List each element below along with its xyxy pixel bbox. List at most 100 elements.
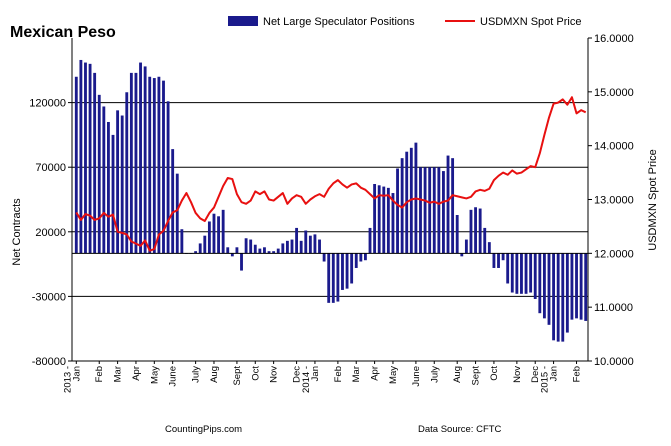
left-tick-label: 20000 xyxy=(35,227,66,239)
position-bar xyxy=(561,253,565,342)
x-month-label: July xyxy=(429,366,440,383)
x-month-label: Sept xyxy=(232,366,243,386)
position-bar xyxy=(217,216,220,254)
position-bar xyxy=(74,76,78,254)
x-month-label: Jan xyxy=(310,366,321,381)
position-bar xyxy=(166,101,170,254)
x-month-label: Apr xyxy=(370,366,381,381)
position-bar xyxy=(377,185,381,254)
position-bar xyxy=(88,63,92,254)
position-bar xyxy=(556,253,560,342)
position-bar xyxy=(152,78,156,254)
position-bar xyxy=(331,253,335,303)
position-bar xyxy=(272,251,276,254)
position-bar xyxy=(79,59,83,254)
position-bar xyxy=(396,168,399,254)
position-bar xyxy=(290,239,294,254)
position-bar xyxy=(542,253,546,319)
x-month-label: July xyxy=(191,366,202,383)
position-bar xyxy=(207,221,211,254)
right-axis-title: USDMXN Spot Price xyxy=(647,149,659,250)
position-bar xyxy=(139,62,142,254)
position-bar xyxy=(391,193,395,254)
position-bar xyxy=(428,167,432,254)
legend-bar-label: Net Large Speculator Positions xyxy=(263,16,415,28)
position-bar xyxy=(240,253,243,271)
position-bar xyxy=(93,72,97,254)
position-bar xyxy=(162,80,165,254)
x-month-label: Nov xyxy=(269,366,280,383)
position-bar xyxy=(341,253,344,290)
position-bar xyxy=(547,253,551,325)
position-bar xyxy=(157,76,161,254)
x-year-label: 2015 - xyxy=(540,366,551,393)
position-bar xyxy=(469,209,473,254)
position-bar xyxy=(442,171,445,254)
position-bar xyxy=(175,173,179,254)
position-bar xyxy=(258,248,262,254)
position-bar xyxy=(84,62,87,254)
position-bar xyxy=(423,167,427,254)
footer-data-source: Data Source: CFTC xyxy=(418,424,502,435)
position-bar xyxy=(148,76,152,254)
position-bar xyxy=(221,209,225,254)
x-month-label: June xyxy=(168,366,179,387)
position-bar xyxy=(180,229,184,254)
position-bar xyxy=(524,253,528,294)
position-bar xyxy=(492,253,496,268)
position-bar xyxy=(584,253,588,321)
position-bar xyxy=(368,227,372,254)
position-bar xyxy=(510,253,514,293)
position-bar xyxy=(497,253,500,268)
chart-title: Mexican Peso xyxy=(10,24,116,41)
right-tick-label: 14.0000 xyxy=(594,141,634,153)
position-bar xyxy=(129,72,133,254)
position-bar xyxy=(198,243,202,254)
position-bar xyxy=(322,253,326,262)
x-month-label: Dec xyxy=(530,366,541,383)
position-bar xyxy=(501,253,505,261)
position-bar xyxy=(437,167,441,254)
x-year-label: 2013 - xyxy=(62,366,73,393)
left-tick-label: 120000 xyxy=(29,98,66,110)
position-bar xyxy=(171,149,175,254)
legend-bar-swatch xyxy=(228,16,258,26)
position-bar xyxy=(354,253,358,268)
position-bar xyxy=(134,72,138,254)
x-month-label: Sept xyxy=(471,366,482,386)
position-bar xyxy=(520,253,523,294)
x-month-label: Feb xyxy=(94,366,105,382)
position-bar xyxy=(120,115,124,254)
position-bar xyxy=(419,167,422,254)
position-bar xyxy=(400,158,404,254)
x-month-label: May xyxy=(388,366,399,384)
position-bar xyxy=(529,253,533,293)
position-bar xyxy=(244,238,248,254)
position-bar xyxy=(226,247,230,254)
x-month-label: Feb xyxy=(572,366,583,382)
x-month-label: Aug xyxy=(209,366,220,383)
left-tick-label: 70000 xyxy=(35,162,66,174)
position-bar xyxy=(364,253,367,261)
left-axis-title: Net Contracts xyxy=(11,198,23,266)
position-bar xyxy=(304,230,308,254)
position-bar xyxy=(336,253,340,302)
position-bar xyxy=(432,167,436,254)
position-bar xyxy=(460,253,464,257)
position-bar xyxy=(455,215,459,254)
position-bar xyxy=(263,247,266,254)
position-bar xyxy=(107,121,110,254)
position-bar xyxy=(102,106,106,254)
x-month-label: Jan xyxy=(71,366,82,381)
left-tick-label: -30000 xyxy=(32,291,66,303)
right-tick-label: 10.0000 xyxy=(594,356,634,368)
position-bar xyxy=(281,243,285,254)
position-bar xyxy=(487,242,491,254)
position-bar xyxy=(565,253,569,333)
position-bar xyxy=(125,92,129,254)
x-month-label: Oct xyxy=(250,366,261,381)
position-bar xyxy=(116,110,120,254)
position-bar xyxy=(345,253,349,289)
right-tick-label: 12.0000 xyxy=(594,248,634,260)
